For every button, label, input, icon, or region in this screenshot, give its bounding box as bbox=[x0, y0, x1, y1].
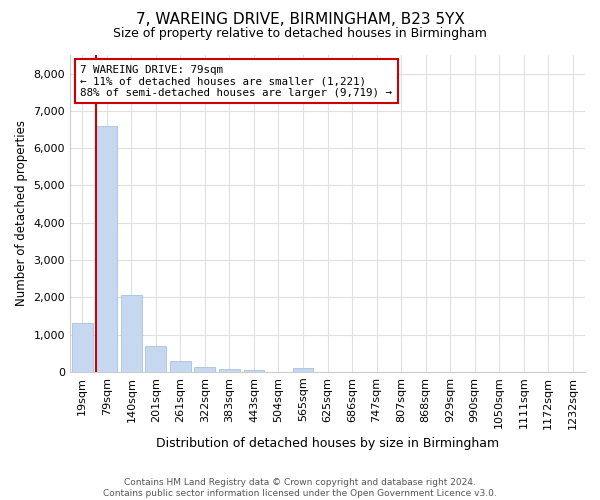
Bar bbox=[244, 370, 265, 372]
Bar bbox=[145, 346, 166, 372]
Bar bbox=[97, 126, 117, 372]
Bar bbox=[72, 324, 93, 372]
Text: 7, WAREING DRIVE, BIRMINGHAM, B23 5YX: 7, WAREING DRIVE, BIRMINGHAM, B23 5YX bbox=[136, 12, 464, 28]
Bar bbox=[170, 361, 191, 372]
Y-axis label: Number of detached properties: Number of detached properties bbox=[15, 120, 28, 306]
Bar bbox=[194, 367, 215, 372]
Bar bbox=[293, 368, 313, 372]
Bar bbox=[121, 295, 142, 372]
X-axis label: Distribution of detached houses by size in Birmingham: Distribution of detached houses by size … bbox=[156, 437, 499, 450]
Text: Contains HM Land Registry data © Crown copyright and database right 2024.
Contai: Contains HM Land Registry data © Crown c… bbox=[103, 478, 497, 498]
Text: Size of property relative to detached houses in Birmingham: Size of property relative to detached ho… bbox=[113, 28, 487, 40]
Text: 7 WAREING DRIVE: 79sqm
← 11% of detached houses are smaller (1,221)
88% of semi-: 7 WAREING DRIVE: 79sqm ← 11% of detached… bbox=[80, 64, 392, 98]
Bar bbox=[219, 369, 240, 372]
